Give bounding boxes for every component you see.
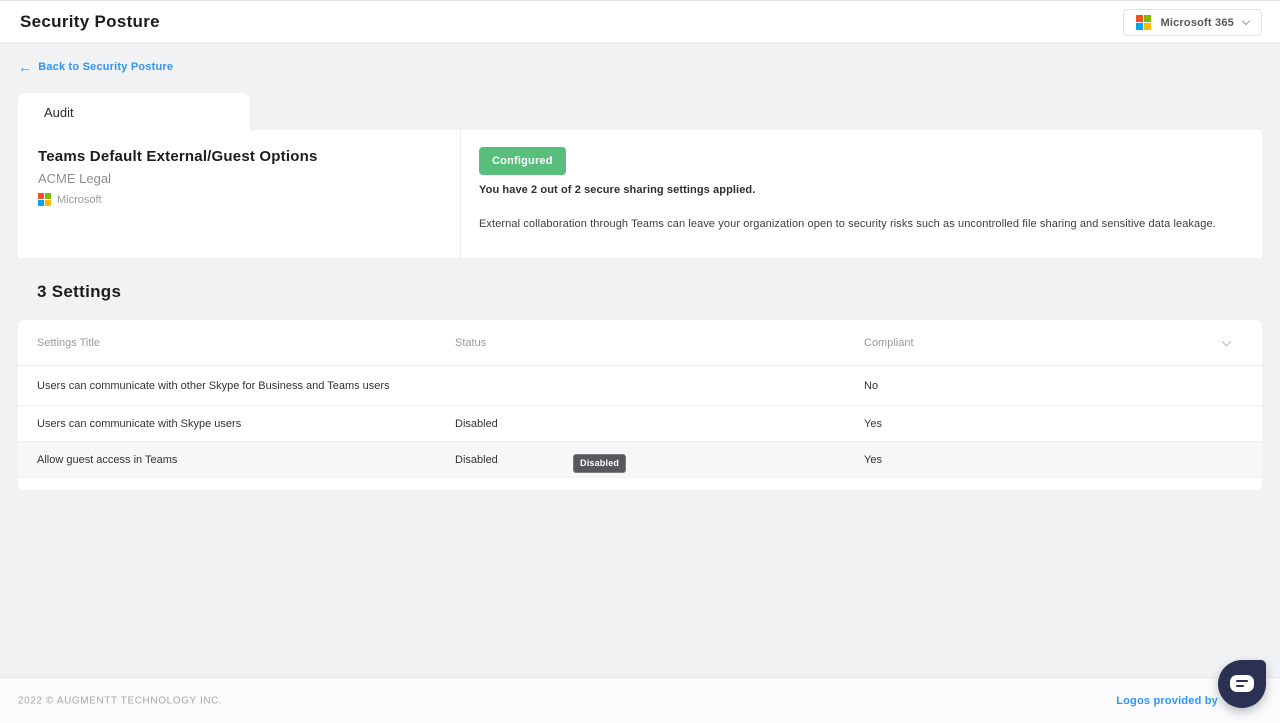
table-row[interactable]: Users can communicate with Skype users D… bbox=[18, 406, 1262, 442]
chevron-down-icon bbox=[1241, 16, 1251, 26]
setting-compliant-cell: No bbox=[864, 379, 879, 392]
tab-audit[interactable]: Audit bbox=[18, 93, 250, 131]
column-header-status: Status bbox=[455, 336, 487, 349]
chat-message-icon bbox=[1230, 675, 1254, 692]
column-header-compliant: Compliant bbox=[864, 336, 914, 349]
back-to-security-posture-link[interactable]: ← Back to Security Posture bbox=[18, 58, 174, 75]
setting-title-cell: Users can communicate with other Skype f… bbox=[37, 379, 390, 392]
settings-table: Settings Title Status Compliant Users ca… bbox=[18, 320, 1262, 490]
audit-card-customer: ACME Legal bbox=[38, 171, 111, 186]
logos-provided-by-link[interactable]: Logos provided by bbox=[1116, 694, 1218, 707]
microsoft-logo-icon bbox=[38, 193, 51, 206]
table-row[interactable]: Users can communicate with other Skype f… bbox=[18, 366, 1262, 406]
back-link-label: Back to Security Posture bbox=[38, 61, 174, 73]
page-title: Security Posture bbox=[20, 12, 160, 31]
tenant-selector[interactable]: Microsoft 365 bbox=[1123, 9, 1262, 36]
setting-title-cell: Allow guest access in Teams bbox=[37, 453, 178, 466]
setting-status-cell: Disabled bbox=[455, 453, 498, 466]
audit-summary-card: Teams Default External/Guest Options ACM… bbox=[18, 130, 1262, 258]
audit-card-vendor: Microsoft bbox=[38, 193, 440, 206]
audit-card-title: Teams Default External/Guest Options bbox=[38, 148, 318, 165]
footer: 2022 © AUGMENTT TECHNOLOGY INC. Logos pr… bbox=[0, 677, 1280, 723]
vendor-name: Microsoft bbox=[57, 193, 102, 206]
microsoft-logo-icon bbox=[1136, 15, 1152, 30]
setting-status-cell: Disabled bbox=[455, 417, 498, 430]
audit-card-status: Configured You have 2 out of 2 secure sh… bbox=[461, 130, 1262, 258]
chat-widget-button[interactable] bbox=[1218, 660, 1266, 708]
settings-count-heading: 3 Settings bbox=[37, 282, 122, 301]
audit-description-text: External collaboration through Teams can… bbox=[479, 218, 1216, 230]
arrow-left-icon: ← bbox=[18, 58, 33, 75]
top-bar: Security Posture Microsoft 365 bbox=[0, 0, 1280, 43]
table-row[interactable]: Allow guest access in Teams Disabled Yes bbox=[18, 442, 1262, 478]
tenant-selector-label: Microsoft 365 bbox=[1160, 16, 1234, 29]
table-header-row: Settings Title Status Compliant bbox=[18, 320, 1262, 366]
chevron-down-icon[interactable] bbox=[1221, 336, 1232, 347]
status-tooltip: Disabled bbox=[573, 454, 627, 473]
setting-compliant-cell: Yes bbox=[864, 417, 882, 430]
setting-compliant-cell: Yes bbox=[864, 453, 882, 466]
tab-audit-label: Audit bbox=[44, 104, 74, 120]
column-header-settings-title: Settings Title bbox=[37, 336, 100, 349]
copyright-text: 2022 © AUGMENTT TECHNOLOGY INC. bbox=[18, 695, 223, 706]
audit-summary-text: You have 2 out of 2 secure sharing setti… bbox=[479, 184, 756, 196]
status-badge: Configured bbox=[479, 147, 566, 175]
setting-title-cell: Users can communicate with Skype users bbox=[37, 417, 242, 430]
audit-card-info: Teams Default External/Guest Options ACM… bbox=[18, 130, 461, 258]
